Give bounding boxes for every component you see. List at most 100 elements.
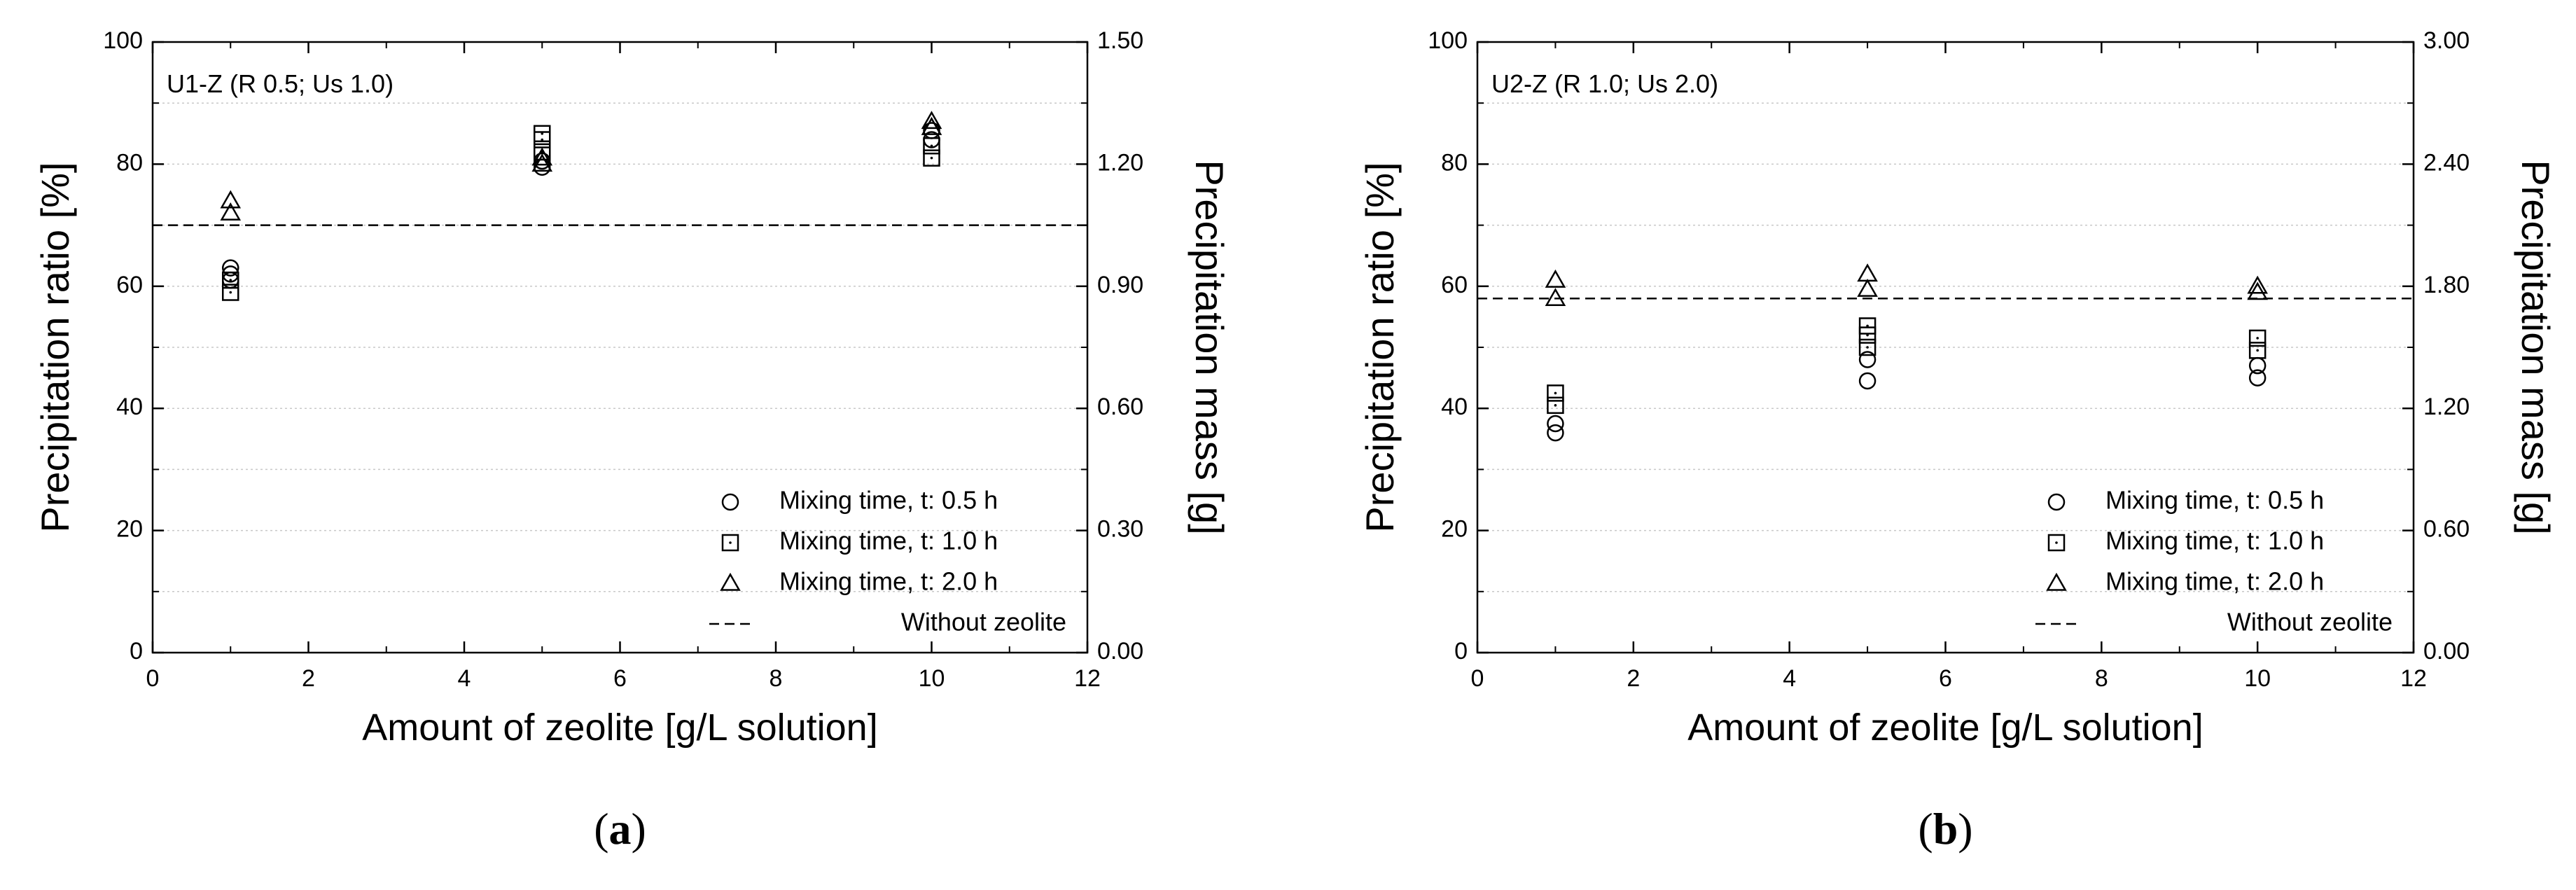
data-point-triangle [2247, 275, 2268, 294]
panel-caption: (a) [594, 804, 646, 854]
legend-label: Mixing time, t: 0.5 h [2105, 486, 2324, 515]
data-point-square-dot [229, 279, 232, 281]
x-tick-label: 4 [1783, 665, 1796, 692]
data-point-square [1858, 317, 1877, 335]
series-circle [222, 122, 940, 289]
series-triangle [220, 111, 942, 221]
data-point-square [923, 149, 940, 167]
data-point-triangle [1545, 269, 1566, 288]
y-tick-label: 100 [103, 27, 143, 54]
data-point-triangle [2247, 281, 2268, 300]
legend: Mixing time, t: 0.5 h Mixing time, t: 1.0… [2035, 486, 2393, 637]
legend-label: Without zeolite [901, 608, 1066, 637]
chart-annotation: U2-Z (R 1.0; Us 2.0) [1491, 69, 1718, 98]
data-point-square-dot [2256, 349, 2259, 352]
data-point-square-dot [541, 138, 544, 141]
x-tick-label: 6 [613, 665, 627, 692]
data-point-square-dot [541, 132, 544, 135]
legend-swatch-square-dot [2055, 541, 2058, 544]
legend-label: Mixing time, t: 2.0 h [779, 567, 998, 596]
data-point-square [1547, 396, 1564, 415]
y-tick-label: 80 [116, 149, 143, 176]
series-square [1547, 317, 2267, 415]
x-tick-label: 2 [1627, 665, 1640, 692]
y2-tick-label: 3.00 [2423, 27, 2470, 54]
data-point-square [2248, 329, 2267, 347]
x-tick-label: 0 [1471, 665, 1484, 692]
y2-tick-label: 1.50 [1097, 27, 1143, 54]
legend-label: Without zeolite [2227, 608, 2393, 637]
y2-tick-label: 1.80 [2423, 272, 2470, 298]
data-point-square [222, 284, 239, 301]
data-point-square [1547, 384, 1564, 402]
data-point-triangle [921, 111, 942, 130]
data-point-square-dot [930, 144, 933, 148]
x-tick-label: 12 [1074, 665, 1101, 692]
y2-tick-label: 1.20 [2423, 394, 2470, 420]
data-point-circle [1547, 424, 1564, 442]
data-point-circle [923, 122, 940, 139]
panel-caption: (b) [1918, 804, 1972, 854]
data-point-circle [1858, 351, 1877, 368]
x-tick-label: 6 [1939, 665, 1952, 692]
data-point-circle [2248, 369, 2267, 387]
legend: Mixing time, t: 0.5 h Mixing time, t: 1.0… [709, 486, 1066, 637]
legend-swatch-square [721, 534, 739, 552]
data-point-square-dot [229, 291, 232, 294]
data-point-circle [1858, 372, 1877, 390]
x-tick-label: 8 [2095, 665, 2108, 692]
data-point-triangle [1857, 263, 1878, 282]
legend-label: Mixing time, t: 1.0 h [779, 527, 998, 555]
x-axis-label: Amount of zeolite [g/L solution] [362, 707, 877, 749]
y-tick-label: 40 [116, 394, 143, 420]
data-point-square [534, 125, 551, 143]
y-tick-label: 60 [1441, 272, 1468, 298]
data-point-square-dot [1554, 391, 1557, 395]
y2-tick-label: 0.00 [1097, 638, 1143, 665]
legend-swatch-square-dot [729, 541, 732, 544]
data-point-square [1858, 338, 1877, 356]
series-triangle [1545, 263, 2268, 306]
data-point-triangle [1545, 288, 1566, 306]
x-tick-label: 12 [2400, 665, 2427, 692]
x-tick-label: 4 [458, 665, 471, 692]
data-point-triangle [1857, 278, 1878, 297]
y-tick-label: 40 [1441, 394, 1468, 420]
x-axis-label: Amount of zeolite [g/L solution] [1687, 707, 2203, 749]
data-point-triangle [220, 202, 242, 221]
data-point-square [1858, 326, 1877, 344]
y2-tick-label: 0.60 [2423, 516, 2470, 543]
series-circle [1547, 351, 2267, 442]
data-point-square [534, 143, 551, 161]
data-point-triangle [531, 153, 553, 172]
y2-axis-label: Precipitation mass [g] [2514, 160, 2558, 534]
legend-swatch-triangle [720, 572, 741, 591]
legend-label: Mixing time, t: 2.0 h [2105, 567, 2324, 596]
y-tick-label: 0 [130, 638, 143, 665]
data-point-square [923, 137, 940, 155]
y2-tick-label: 1.20 [1097, 149, 1143, 176]
legend-swatch-circle [721, 493, 739, 511]
series-square [222, 125, 940, 301]
x-tick-label: 8 [770, 665, 783, 692]
x-tick-label: 10 [2244, 665, 2271, 692]
y-axis-label: Precipitation ratio [%] [33, 162, 77, 532]
legend-swatch-square [2047, 534, 2066, 552]
y-tick-label: 20 [116, 516, 143, 543]
data-point-circle [1547, 415, 1564, 433]
data-point-square-dot [930, 156, 933, 160]
y2-tick-label: 0.60 [1097, 394, 1143, 420]
y-tick-label: 0 [1454, 638, 1468, 665]
y-tick-label: 20 [1441, 516, 1468, 543]
y2-tick-label: 2.40 [2423, 149, 2470, 176]
y-tick-label: 100 [1428, 27, 1468, 54]
y-tick-label: 60 [116, 272, 143, 298]
legend-label: Mixing time, t: 1.0 h [2105, 527, 2324, 555]
data-point-square [2248, 342, 2267, 359]
y2-tick-label: 0.90 [1097, 272, 1143, 298]
chart-annotation: U1-Z (R 0.5; Us 1.0) [167, 69, 394, 98]
legend-swatch-circle [2047, 493, 2066, 511]
data-point-square-dot [1866, 324, 1869, 328]
y2-tick-label: 0.30 [1097, 516, 1143, 543]
